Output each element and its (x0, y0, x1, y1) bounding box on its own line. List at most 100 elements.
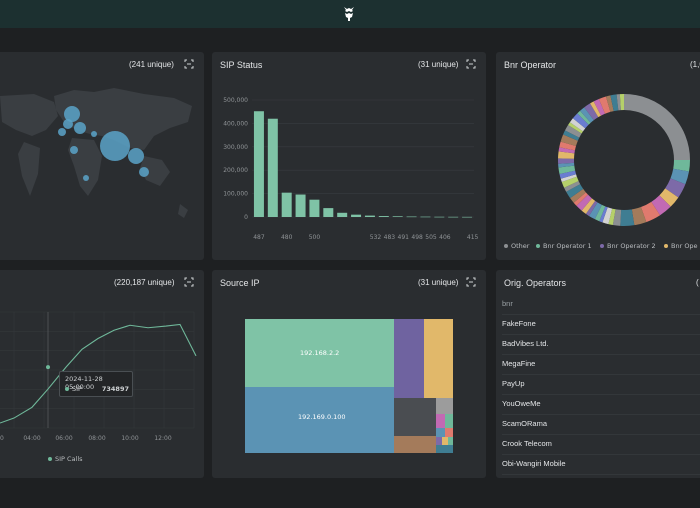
legend-item-other[interactable]: Other (504, 242, 529, 250)
x-tick-label: 500 (309, 234, 321, 241)
expand-icon[interactable] (184, 277, 194, 287)
treemap-cell[interactable] (436, 437, 442, 445)
treemap-cell[interactable] (436, 428, 445, 437)
treemap-cell[interactable] (448, 437, 453, 445)
donut-slice[interactable] (558, 165, 576, 174)
donut-slice[interactable] (640, 201, 661, 223)
bar[interactable] (267, 118, 278, 217)
list-item[interactable]: ScamORama (502, 414, 700, 435)
expand-icon[interactable] (466, 277, 476, 287)
legend-item-bnr-operator-3[interactable]: Bnr Ope (664, 242, 698, 250)
source-ip-treemap (245, 319, 453, 453)
bar[interactable] (378, 216, 389, 217)
donut-slice[interactable] (559, 141, 577, 151)
x-tick-label: 483 (384, 234, 396, 241)
donut-slice[interactable] (572, 113, 589, 129)
donut-slice[interactable] (576, 194, 592, 211)
bar[interactable] (323, 208, 334, 217)
treemap-cell[interactable] (424, 319, 453, 398)
donut-slice[interactable] (673, 159, 690, 172)
donut-slice[interactable] (599, 206, 608, 223)
donut-slice[interactable] (563, 130, 580, 141)
donut-slice[interactable] (590, 101, 602, 118)
treemap-cell[interactable] (245, 319, 394, 387)
treemap-cell[interactable] (394, 436, 436, 453)
list-item[interactable]: MegaFine (502, 354, 700, 375)
donut-slice[interactable] (560, 174, 577, 182)
bar[interactable] (392, 216, 403, 217)
donut-slice[interactable] (584, 103, 599, 121)
data-point[interactable] (46, 365, 50, 370)
treemap-cell[interactable] (436, 398, 453, 414)
list-item[interactable]: BadVibes Ltd. (502, 334, 700, 355)
list-item[interactable]: FakeFone (502, 314, 700, 335)
donut-slice[interactable] (561, 176, 579, 188)
list-item[interactable]: Obi-Wangiri Mobile (502, 454, 700, 475)
donut-slice[interactable] (598, 96, 611, 114)
expand-icon[interactable] (184, 59, 194, 69)
donut-slice[interactable] (580, 107, 594, 123)
donut-slice[interactable] (585, 200, 598, 216)
legend-item-sip-calls[interactable]: SIP Calls (48, 455, 83, 463)
donut-slice[interactable] (588, 202, 602, 220)
donut-slice[interactable] (651, 195, 671, 216)
donut-slice[interactable] (573, 192, 589, 206)
bar[interactable] (309, 199, 320, 217)
donut-slice[interactable] (623, 94, 690, 161)
bar[interactable] (253, 111, 264, 217)
donut-slice[interactable] (560, 134, 578, 147)
bar[interactable] (364, 215, 375, 217)
donut-slice[interactable] (612, 209, 622, 226)
expand-icon[interactable] (466, 59, 476, 69)
donut-slice[interactable] (608, 208, 616, 226)
donut-slice[interactable] (558, 147, 575, 154)
treemap-cell[interactable] (442, 437, 448, 445)
treemap-cell[interactable] (394, 398, 436, 436)
donut-slice[interactable] (564, 180, 581, 192)
treemap-cell[interactable] (445, 428, 453, 437)
donut-slice[interactable] (659, 188, 679, 207)
treemap-cell[interactable] (436, 414, 445, 428)
donut-slice[interactable] (594, 204, 606, 222)
bar[interactable] (281, 192, 292, 217)
donut-slice[interactable] (610, 94, 619, 112)
donut-slice[interactable] (620, 209, 635, 226)
bar[interactable] (420, 216, 431, 218)
orig-operators-unique-count: ( (696, 278, 699, 287)
list-item[interactable]: bnr (502, 294, 700, 315)
bar[interactable] (448, 216, 459, 218)
donut-slice[interactable] (568, 122, 584, 134)
bar[interactable] (406, 216, 417, 218)
legend-item-bnr-operator-1[interactable]: Bnr Operator 1 (536, 242, 592, 250)
donut-slice[interactable] (566, 183, 584, 199)
donut-slice[interactable] (569, 118, 586, 132)
treemap-cell[interactable] (445, 414, 453, 428)
donut-slice[interactable] (602, 207, 613, 225)
list-item-label: PayUp (502, 379, 525, 388)
donut-slice[interactable] (570, 188, 586, 203)
legend-item-bnr-operator-2[interactable]: Bnr Operator 2 (600, 242, 656, 250)
treemap-cell[interactable] (436, 445, 453, 453)
donut-slice[interactable] (559, 170, 577, 179)
bar[interactable] (351, 214, 362, 217)
legend-dot (600, 244, 604, 248)
donut-slice[interactable] (605, 95, 614, 112)
donut-slice[interactable] (670, 168, 689, 185)
treemap-cell[interactable] (245, 387, 394, 453)
donut-slice[interactable] (565, 124, 582, 138)
treemap-cell[interactable] (394, 319, 424, 398)
deer-icon[interactable] (340, 5, 358, 23)
donut-slice[interactable] (631, 206, 647, 226)
series-line[interactable] (0, 323, 197, 424)
bar[interactable] (434, 216, 445, 218)
donut-slice[interactable] (581, 198, 596, 214)
list-item[interactable]: YouOweMe (502, 394, 700, 415)
list-item[interactable]: Crook Telecom (502, 434, 700, 455)
donut-slice[interactable] (665, 178, 686, 198)
bar[interactable] (295, 194, 306, 217)
donut-slice[interactable] (577, 110, 591, 125)
list-item[interactable]: PayUp (502, 374, 700, 395)
donut-slice[interactable] (593, 98, 606, 116)
bar[interactable] (337, 212, 348, 217)
bar[interactable] (462, 216, 473, 218)
